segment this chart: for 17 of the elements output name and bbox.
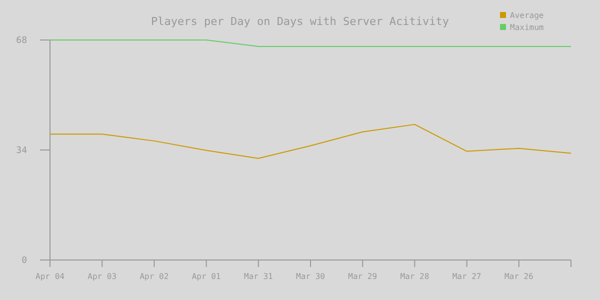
chart-title: Players per Day on Days with Server Acitivity	[150, 15, 450, 28]
x-tick-label: Mar 28	[400, 272, 430, 281]
x-tick-label: Mar 26	[504, 272, 534, 281]
x-tick-label: Mar 31	[244, 272, 274, 281]
y-tick-label: 68	[16, 36, 27, 46]
x-tick-label: Apr 04	[36, 272, 65, 281]
x-tick-label: Mar 30	[296, 272, 326, 281]
x-tick-label: Apr 03	[88, 272, 117, 281]
x-tick-label: Mar 27	[452, 272, 482, 281]
x-tick-label: Apr 01	[192, 272, 221, 281]
legend-label: Average	[510, 11, 544, 20]
y-tick-label: 34	[16, 146, 27, 156]
x-tick-label: Mar 29	[348, 272, 378, 281]
x-tick-label: Apr 02	[140, 272, 169, 281]
line-series	[50, 124, 572, 159]
y-tick-label: 0	[22, 256, 27, 266]
legend-label: Maximum	[510, 23, 544, 32]
